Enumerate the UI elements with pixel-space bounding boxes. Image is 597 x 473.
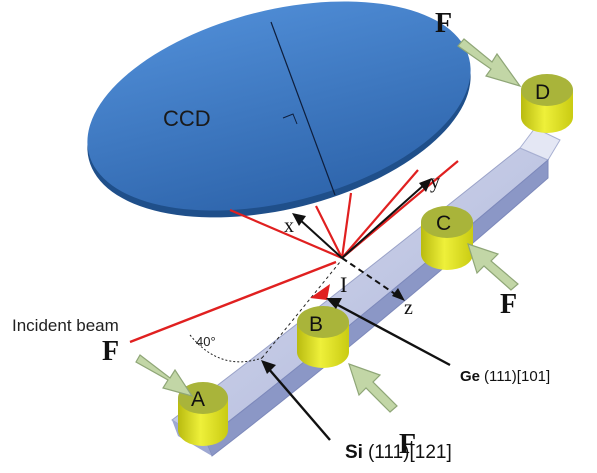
point-i-label: I bbox=[340, 272, 347, 297]
force-label-c: F bbox=[500, 289, 517, 320]
incident-beam-line bbox=[129, 260, 337, 344]
y-axis-line bbox=[341, 183, 426, 259]
ge-crystal-label: Ge (111)[101] bbox=[460, 368, 550, 385]
coordinate-axes bbox=[292, 178, 432, 301]
x-axis-label: x bbox=[284, 215, 294, 237]
z-axis-line bbox=[341, 257, 399, 297]
si-element: Si bbox=[345, 442, 363, 463]
z-axis-label: z bbox=[404, 297, 413, 319]
support-a-label: A bbox=[191, 388, 205, 411]
force-arrow-b bbox=[348, 363, 398, 413]
x-axis-line bbox=[297, 217, 343, 259]
angle-arc bbox=[189, 334, 263, 363]
ccd-label: CCD bbox=[163, 106, 211, 131]
force-label-a: F bbox=[102, 336, 119, 367]
support-c bbox=[421, 206, 473, 270]
incident-beam-label: Incident beam bbox=[12, 316, 119, 335]
diffracted-rays bbox=[229, 160, 459, 260]
force-label-b: F bbox=[399, 429, 416, 460]
ge-element: Ge bbox=[460, 368, 480, 385]
support-a bbox=[178, 382, 228, 446]
ge-diffraction-spot bbox=[310, 284, 330, 300]
force-arrow-a bbox=[135, 354, 194, 398]
label-pointers bbox=[261, 298, 451, 441]
si-orientation: (111)[121] bbox=[368, 442, 452, 463]
force-label-d: F bbox=[435, 8, 452, 39]
support-d-label: D bbox=[535, 81, 550, 104]
force-arrows bbox=[135, 38, 522, 413]
ccd-normal-line bbox=[270, 21, 336, 196]
support-b-label: B bbox=[309, 313, 323, 336]
force-arrow-c bbox=[467, 243, 519, 291]
support-b bbox=[297, 306, 349, 368]
angle-label: 40° bbox=[196, 334, 216, 349]
support-c-label: C bbox=[436, 212, 451, 235]
y-axis-label: y bbox=[430, 171, 440, 193]
si-crystal-label: Si (111)[121] bbox=[345, 442, 452, 463]
ccd-detector bbox=[87, 1, 471, 218]
support-d bbox=[521, 74, 573, 133]
ge-orientation: (111)[101] bbox=[484, 368, 550, 385]
force-arrow-d bbox=[457, 38, 522, 88]
